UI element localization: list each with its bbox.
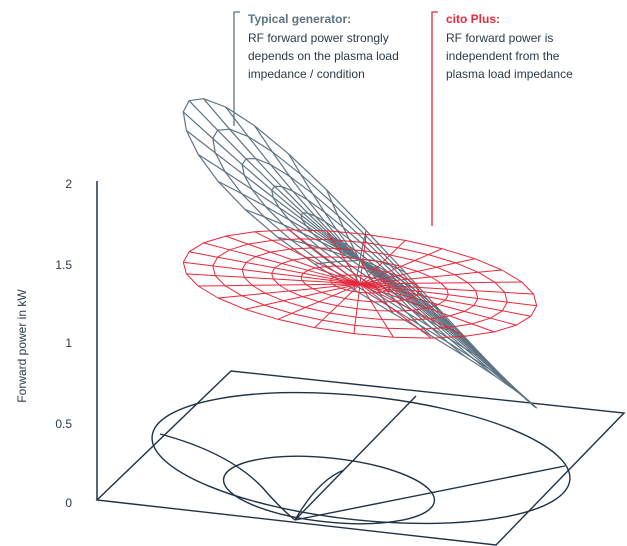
cito-plus-mesh-line xyxy=(359,283,432,339)
cito-plus-mesh-line xyxy=(203,242,361,285)
cito-plus-mesh-line xyxy=(218,283,361,299)
cito-plus-mesh-line xyxy=(359,283,531,317)
typical-generator-mesh-line xyxy=(254,125,361,261)
cito-plus-mesh-line xyxy=(359,240,406,285)
cito-plus-mesh-line xyxy=(277,283,361,320)
cito-plus-mesh-line xyxy=(198,283,361,287)
annotation-typical-generator: Typical generator: RF forward power stro… xyxy=(233,11,399,126)
annotation-text: impedance / condition xyxy=(248,67,365,81)
annotation-text: depends on the plasma load xyxy=(248,49,399,63)
typical-generator-mesh-line xyxy=(288,153,361,261)
annotation-bracket xyxy=(233,11,240,126)
typical-generator-mesh-line xyxy=(244,208,361,261)
cito-plus-mesh-line xyxy=(359,283,495,333)
annotation-cito-plus: cito Plus: RF forward power is independe… xyxy=(431,11,573,226)
y-tick-label: 0 xyxy=(65,496,72,510)
cito-plus-mesh-line xyxy=(359,248,443,285)
typical-generator-mesh-line xyxy=(182,111,361,261)
annotation-bracket xyxy=(431,11,438,226)
typical-generator-mesh-line xyxy=(203,98,361,261)
cito-plus-mesh-line xyxy=(359,234,367,285)
cito-plus-mesh-line xyxy=(359,283,534,295)
y-tick-label: 1 xyxy=(65,336,72,350)
cito-plus-mesh-line xyxy=(254,231,361,285)
typical-generator-mesh-line xyxy=(359,259,466,358)
annotation-text: plasma load impedance xyxy=(446,67,573,81)
cito-plus-mesh-line xyxy=(359,281,522,285)
cito-plus-mesh-line xyxy=(359,283,394,338)
smith-arc xyxy=(294,469,345,521)
cito-plus-mesh-line xyxy=(244,283,361,310)
smith-chart-floor xyxy=(95,370,626,546)
cito-plus-mesh-line xyxy=(288,229,361,285)
smith-outer-circle xyxy=(151,391,571,525)
typical-generator-mesh-line xyxy=(314,259,361,265)
typical-generator-mesh-line xyxy=(359,259,476,349)
cito-plus-mesh-line xyxy=(326,230,361,285)
cito-plus-mesh-line xyxy=(189,251,361,285)
smith-axis-line xyxy=(294,465,566,521)
cito-plus-mesh-line xyxy=(314,283,361,328)
cito-plus-mesh-line xyxy=(225,235,361,285)
annotation-text: independent from the xyxy=(446,49,560,63)
y-tick-label: 1.5 xyxy=(55,258,72,272)
cito-plus-mesh-line xyxy=(186,273,361,285)
y-tick-label: 2 xyxy=(65,177,72,191)
cito-plus-mesh-line xyxy=(353,283,361,334)
cito-plus-mesh-line xyxy=(359,283,517,326)
y-axis-label: Forward power in kW xyxy=(15,289,29,403)
annotation-title: Typical generator: xyxy=(248,12,351,26)
annotation-text: RF forward power is xyxy=(446,31,553,45)
cito-plus-mesh-line xyxy=(359,283,537,307)
typical-generator-mesh-line xyxy=(359,230,367,261)
typical-generator-mesh-line xyxy=(217,180,361,261)
cito-plus-mesh-line xyxy=(359,283,466,337)
cito-plus-mesh-line xyxy=(359,269,502,285)
typical-generator-mesh-line xyxy=(186,130,361,261)
annotation-text: RF forward power strongly xyxy=(248,31,389,45)
annotation-title: cito Plus: xyxy=(446,12,500,26)
smith-inner-circle xyxy=(222,455,436,525)
base-plane xyxy=(95,370,626,546)
cito-plus-mesh-line xyxy=(183,261,361,285)
typical-generator-mesh-line xyxy=(197,153,361,261)
typical-generator-mesh-line xyxy=(225,106,361,261)
cito-plus-mesh-line xyxy=(359,258,476,285)
typical-generator-surface xyxy=(182,98,538,409)
smith-axis-line xyxy=(294,395,417,521)
smith-arc xyxy=(159,433,296,521)
typical-generator-mesh-line xyxy=(359,259,432,337)
cito-plus-surface xyxy=(182,229,538,339)
typical-generator-mesh-line xyxy=(277,236,361,261)
y-tick-label: 0.5 xyxy=(55,417,72,431)
